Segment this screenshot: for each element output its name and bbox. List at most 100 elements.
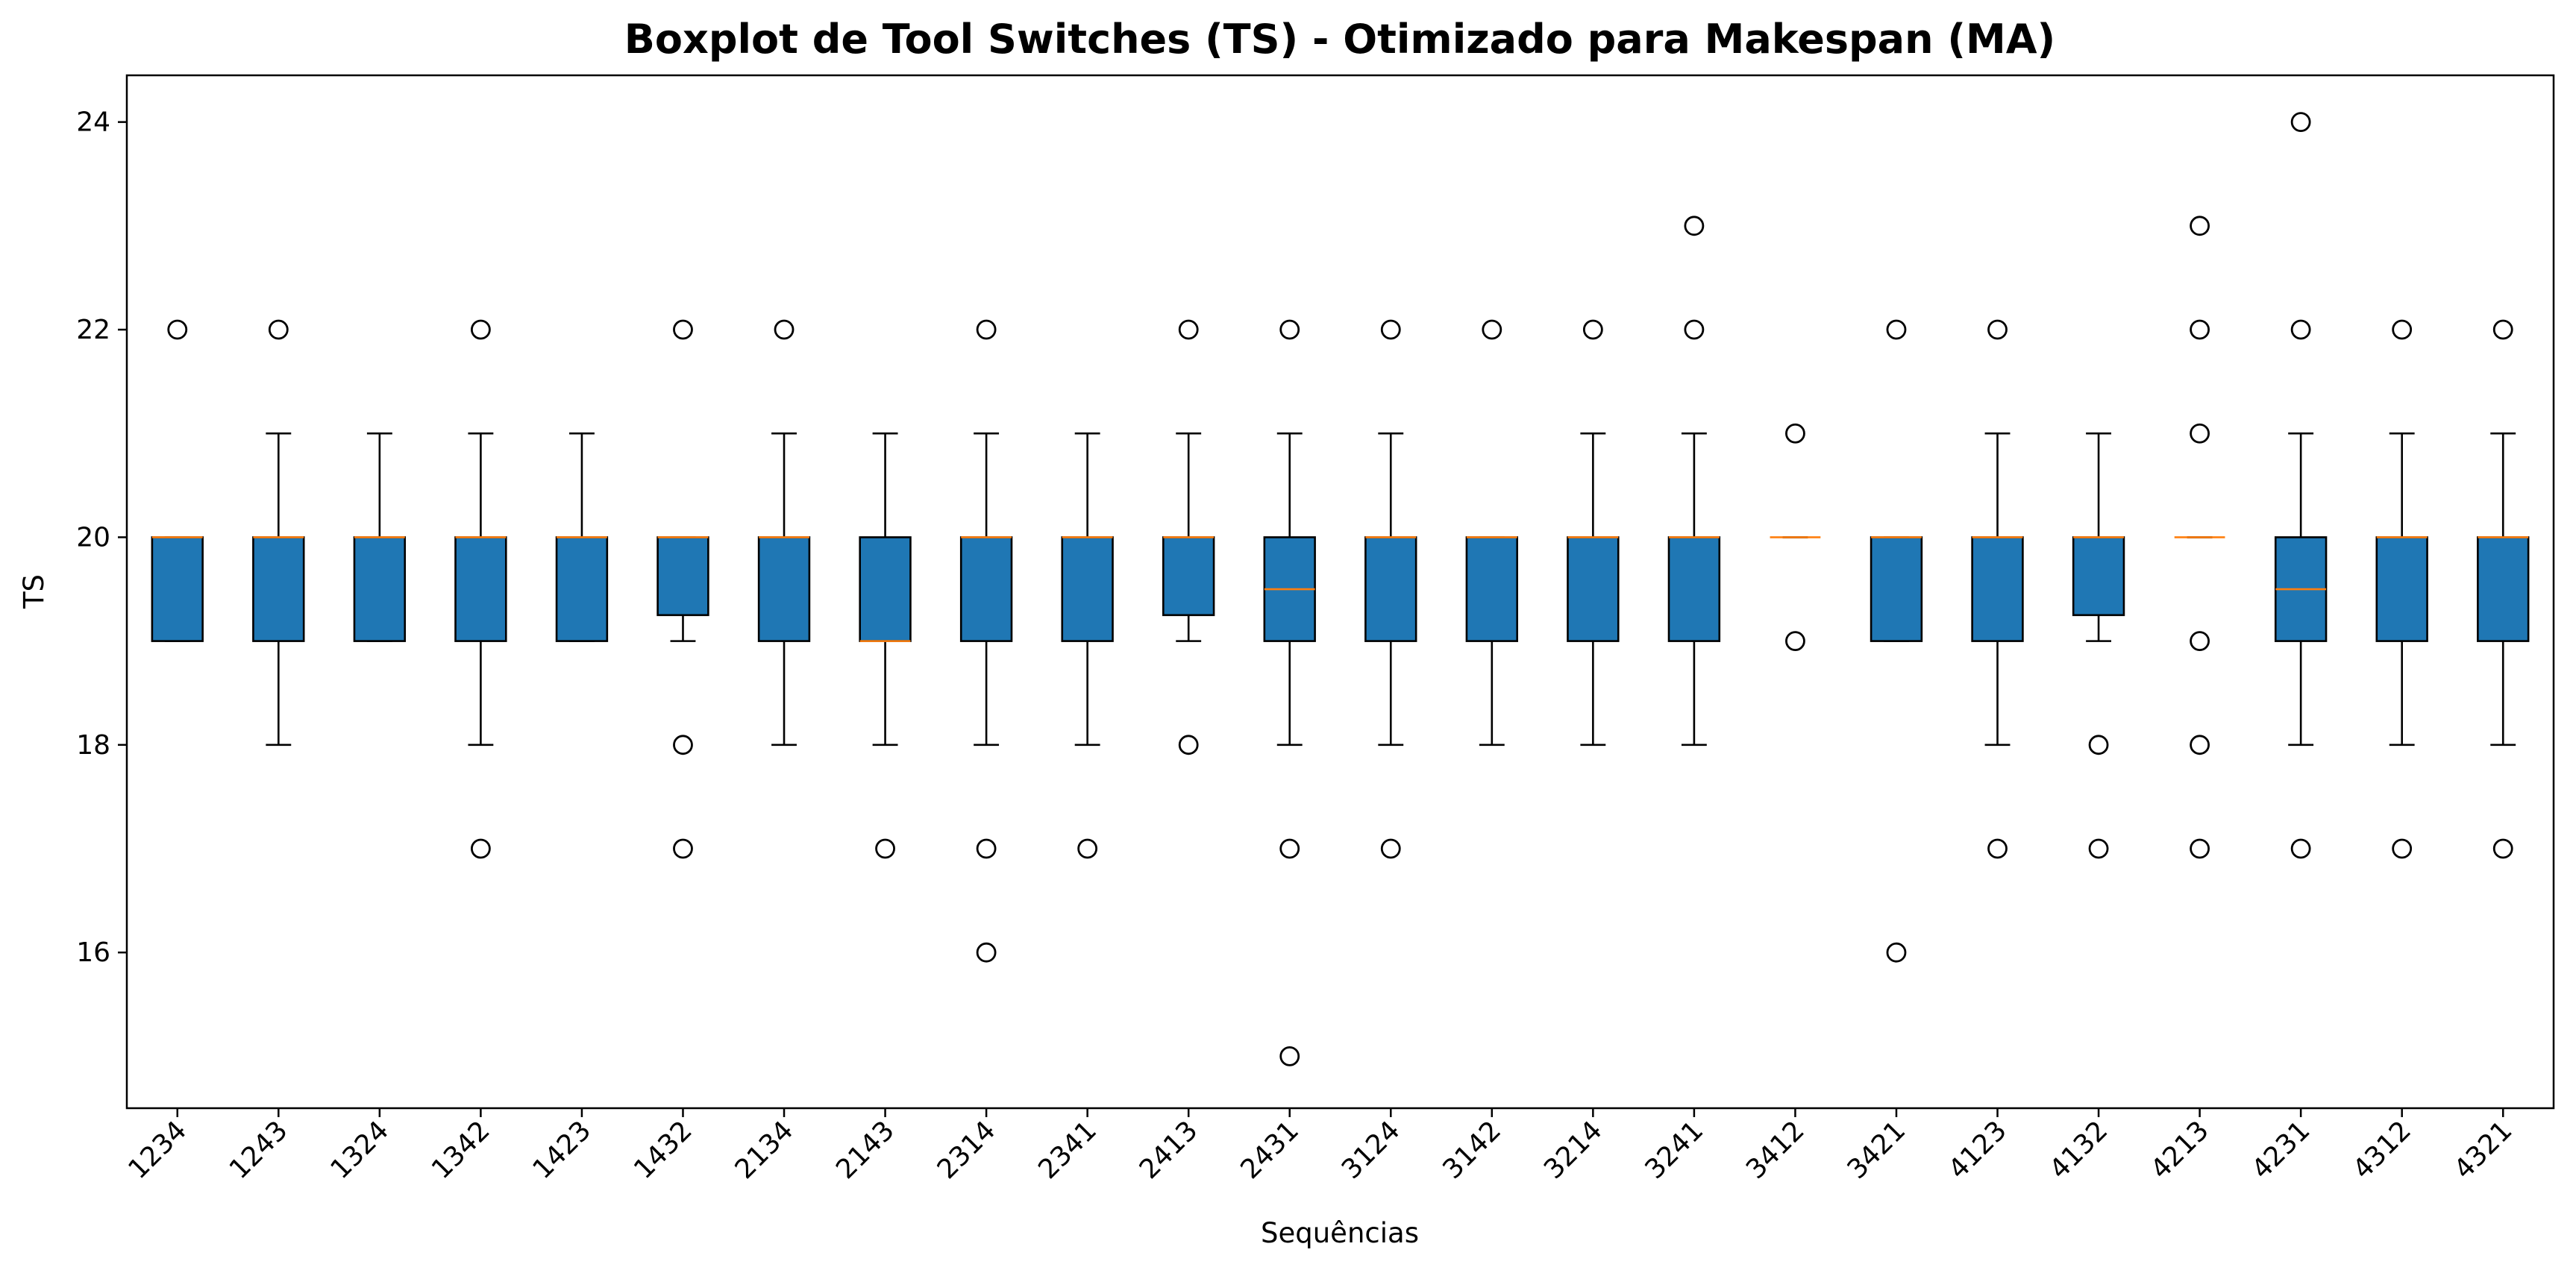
box-group [1061,432,1114,859]
outlier-point [470,319,491,340]
box-iqr [555,536,609,642]
y-tick-label: 18 [76,730,110,761]
outlier-point [1886,942,1907,963]
box-group [252,319,305,746]
box-iqr [2477,536,2530,642]
outlier-point [2290,112,2311,133]
outlier-point [2290,838,2311,859]
box-group [1162,319,1215,755]
outlier-point [2392,319,2413,340]
box-iqr [757,536,811,642]
box-iqr [959,536,1013,642]
box-group [2174,216,2225,859]
box-group [2477,319,2530,859]
outlier-point [1987,319,2008,340]
box-group [1770,423,1821,652]
box-iqr [859,536,912,642]
box-iqr [353,536,407,642]
outlier-point [1785,423,1805,444]
box-iqr [1667,536,1721,642]
box-group [1263,319,1316,1066]
box-iqr [2072,536,2125,617]
outlier-point [2392,838,2413,859]
box-iqr [1465,536,1518,642]
outlier-point [268,319,289,340]
box-iqr [1364,536,1417,642]
outlier-point [976,838,997,859]
outlier-point [1582,319,1603,340]
box-iqr [1061,536,1114,642]
outlier-point [673,735,693,755]
box-group [859,432,912,859]
outlier-point [1380,319,1401,340]
outlier-point [470,838,491,859]
y-tick-label: 20 [76,522,110,553]
outlier-point [976,942,997,963]
outlier-point [1886,319,1907,340]
outlier-point [167,319,188,340]
box-group [2274,112,2328,859]
box-group [2072,432,2125,859]
outlier-point [1178,735,1199,755]
box-group [1465,319,1518,746]
outlier-point [2190,423,2210,444]
outlier-point [673,319,693,340]
box-group [2375,319,2428,859]
outlier-point [1684,216,1705,236]
outlier-point [1178,319,1199,340]
outlier-point [774,319,795,340]
box-group [1364,319,1417,859]
box-group [353,432,407,642]
y-tick-label: 24 [76,107,110,138]
box-iqr [1971,536,2024,642]
outlier-point [1380,838,1401,859]
box-iqr [252,536,305,642]
outlier-point [1279,319,1300,340]
box-group [1567,319,1620,746]
box-iqr [1567,536,1620,642]
y-tick-label: 16 [76,937,110,968]
outlier-point [1684,319,1705,340]
box-iqr [151,536,204,642]
outlier-point [1077,838,1098,859]
box-group [656,319,709,859]
box-iqr [1162,536,1215,617]
box-iqr [2375,536,2428,642]
plot-area [151,112,2530,1066]
outlier-point [2190,631,2210,652]
y-axis: 16 18 20 22 24 [76,107,127,968]
box-iqr [1870,536,1923,642]
outlier-point [2190,735,2210,755]
outlier-point [2290,319,2311,340]
outlier-point [1987,838,2008,859]
y-tick-label: 22 [76,315,110,345]
box-group [454,319,507,859]
outlier-point [2190,216,2210,236]
outlier-point [1482,319,1502,340]
outlier-point [2088,735,2109,755]
box-group [1667,216,1721,746]
outlier-point [976,319,997,340]
outlier-point [673,838,693,859]
y-axis-label: TS [18,574,50,609]
box-group [1870,319,1923,963]
outlier-point [1279,838,1300,859]
outlier-point [875,838,895,859]
outlier-point [2492,319,2513,340]
axes-frame [125,74,2555,1110]
outlier-point [2190,838,2210,859]
box-iqr [656,536,709,617]
box-group [555,432,609,642]
outlier-point [2088,838,2109,859]
outlier-point [1785,631,1805,652]
outlier-point [2190,319,2210,340]
box-iqr [454,536,507,642]
box-group [1971,319,2024,859]
outlier-point [2492,838,2513,859]
outlier-point [1279,1046,1300,1066]
chart-title: Boxplot de Tool Switches (TS) - Otimizad… [624,16,2055,63]
box-group [757,319,811,746]
x-axis-label: Sequências [1261,1217,1419,1249]
box-group [151,319,204,642]
